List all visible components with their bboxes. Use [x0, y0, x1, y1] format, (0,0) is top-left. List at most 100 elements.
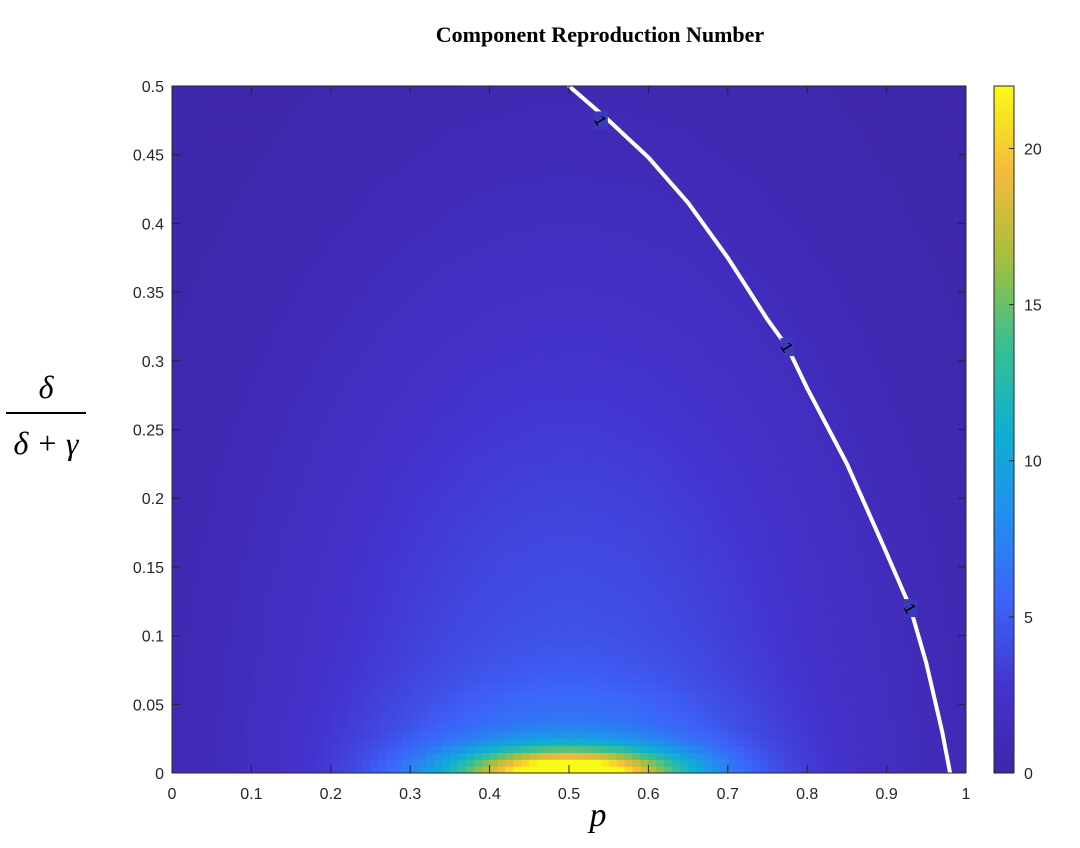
heatmap-cell [719, 484, 729, 492]
heatmap-cell [688, 429, 697, 437]
heatmap-cell [751, 642, 761, 650]
heatmap-cell [410, 580, 419, 589]
heatmap-cell [457, 477, 467, 486]
heatmap-cell [497, 594, 507, 602]
heatmap-cell [195, 690, 205, 699]
heatmap-cell [775, 566, 784, 575]
heatmap-cell [918, 745, 927, 753]
heatmap-cell [648, 505, 657, 513]
heatmap-cell [608, 724, 618, 733]
heatmap-cell [719, 642, 729, 650]
heatmap-cell [481, 608, 491, 616]
heatmap-cell [600, 566, 610, 575]
heatmap-cell [457, 573, 467, 582]
heatmap-cell [410, 443, 419, 451]
heatmap-cell [807, 456, 816, 465]
heatmap-cell [576, 450, 586, 458]
heatmap-cell [664, 635, 673, 644]
heatmap-cell [386, 731, 395, 740]
heatmap-cell [958, 518, 966, 527]
heatmap-cell [370, 450, 380, 458]
heatmap-cell [370, 608, 380, 616]
heatmap-cell [926, 532, 935, 541]
heatmap-cell [664, 621, 673, 630]
heatmap-cell [330, 594, 340, 602]
heatmap-cell [743, 614, 753, 623]
heatmap-cell [672, 614, 681, 623]
heatmap-cell [886, 635, 896, 644]
heatmap-cell [910, 498, 919, 506]
heatmap-cell [815, 477, 824, 486]
heatmap-cell [878, 711, 888, 719]
heatmap-cell [275, 525, 284, 534]
heatmap-cell [791, 642, 800, 650]
heatmap-cell [378, 697, 387, 705]
heatmap-cell [354, 690, 364, 699]
heatmap-cell [299, 573, 308, 582]
heatmap-cell [735, 656, 745, 664]
heatmap-cell [386, 601, 395, 609]
heatmap-cell [386, 546, 395, 554]
heatmap-cell [751, 477, 761, 486]
heatmap-cell [934, 724, 943, 733]
heatmap-cell [799, 546, 808, 554]
heatmap-cell [402, 484, 411, 492]
heatmap-cell [711, 608, 721, 616]
heatmap-cell [370, 525, 380, 534]
heatmap-cell [767, 484, 777, 492]
heatmap-cell [513, 718, 522, 726]
heatmap-cell [521, 429, 530, 437]
heatmap-cell [894, 628, 904, 637]
heatmap-cell [576, 745, 586, 753]
heatmap-cell [354, 525, 364, 534]
heatmap-cell [402, 546, 411, 554]
heatmap-cell [751, 635, 761, 644]
heatmap-cell [958, 505, 966, 513]
heatmap-cell [656, 463, 665, 472]
heatmap-cell [632, 477, 642, 486]
heatmap-cell [521, 669, 530, 678]
heatmap-cell [426, 690, 435, 699]
heatmap-cell [696, 635, 705, 644]
heatmap-cell [418, 759, 427, 767]
heatmap-cell [489, 649, 499, 657]
heatmap-cell [775, 491, 784, 499]
heatmap-cell [489, 484, 499, 492]
heatmap-cell [640, 456, 649, 465]
heatmap-cell [902, 628, 912, 637]
heatmap-cell [537, 759, 546, 767]
heatmap-cell [322, 539, 332, 547]
heatmap-cell [259, 477, 268, 486]
heatmap-cell [457, 649, 467, 657]
heatmap-cell [457, 566, 467, 575]
heatmap-cell [902, 518, 912, 527]
heatmap-cell [934, 532, 943, 541]
heatmap-cell [950, 498, 959, 506]
heatmap-cell [616, 546, 626, 554]
heatmap-cell [283, 546, 292, 554]
heatmap-cell [703, 697, 713, 705]
heatmap-cell [354, 436, 364, 444]
heatmap-cell [473, 669, 483, 678]
heatmap-cell [299, 608, 308, 616]
heatmap-cell [862, 484, 872, 492]
heatmap-cell [886, 628, 896, 637]
heatmap-cell [592, 443, 602, 451]
heatmap-cell [886, 566, 896, 575]
heatmap-cell [648, 766, 657, 773]
heatmap-cell [719, 745, 729, 753]
heatmap-cell [338, 594, 348, 602]
heatmap-cell [314, 463, 324, 472]
heatmap-cell [664, 470, 673, 479]
heatmap-cell [187, 711, 197, 719]
heatmap-cell [291, 738, 300, 747]
heatmap-cell [370, 663, 380, 671]
heatmap-cell [426, 553, 435, 561]
heatmap-cell [402, 470, 411, 479]
heatmap-cell [362, 546, 372, 554]
heatmap-cell [624, 738, 634, 747]
heatmap-cell [267, 649, 276, 657]
heatmap-cell [664, 718, 673, 726]
heatmap-cell [926, 566, 935, 575]
